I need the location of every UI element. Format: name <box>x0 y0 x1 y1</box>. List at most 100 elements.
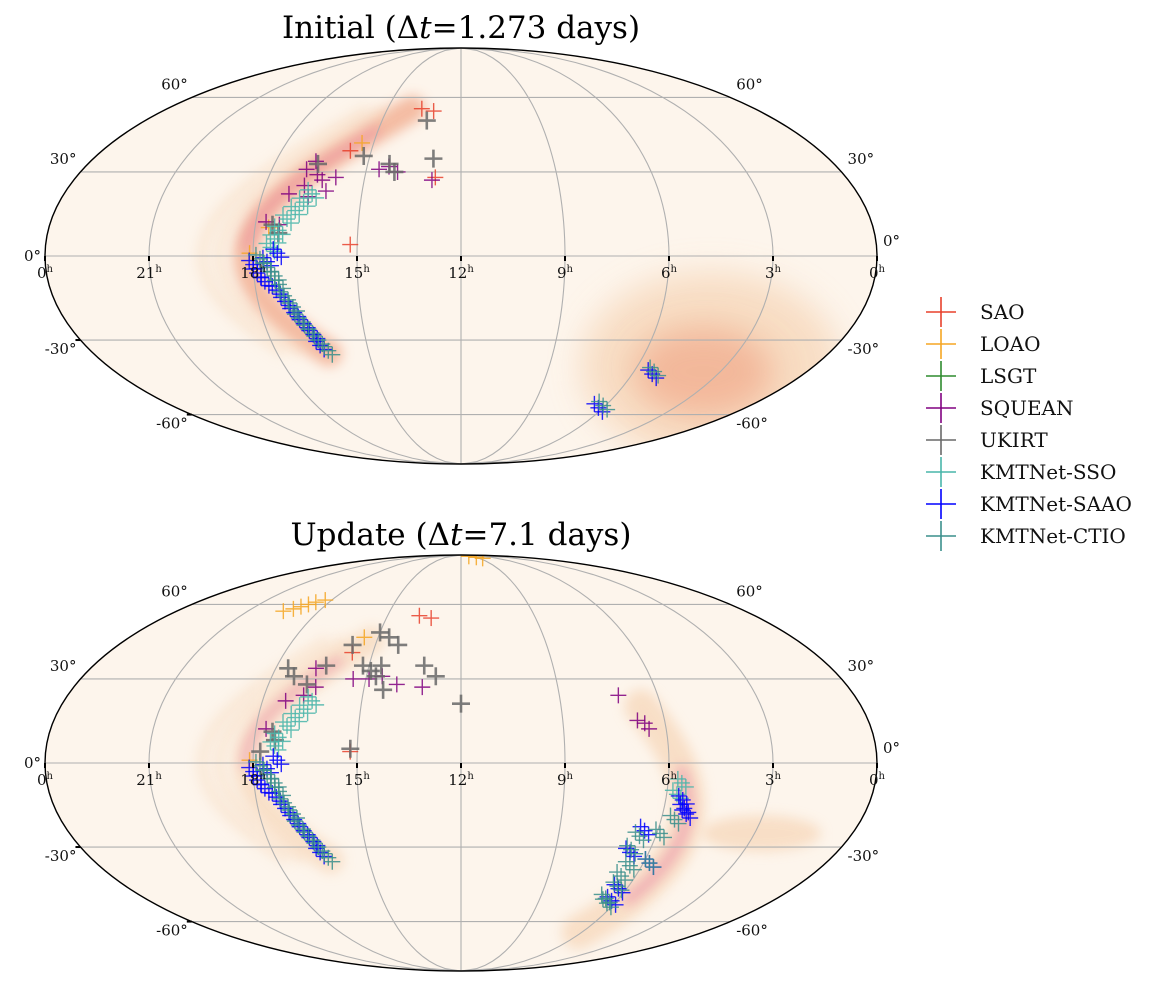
data-point <box>677 778 694 795</box>
data-point <box>682 809 699 826</box>
data-point <box>623 841 640 858</box>
data-point <box>269 752 286 769</box>
data-point <box>674 791 691 808</box>
cross-marker-svg <box>926 329 956 359</box>
data-point <box>317 656 336 675</box>
data-point <box>285 600 302 617</box>
data-point <box>641 720 658 737</box>
data-point <box>385 162 404 181</box>
dec-tick-label-right: 0° <box>883 232 900 250</box>
dec-tick-label-right: 0° <box>883 739 900 757</box>
data-point <box>314 172 331 189</box>
ra-tick-label: 6h <box>661 264 678 282</box>
data-point <box>251 742 270 761</box>
data-point <box>307 153 324 170</box>
data-point <box>275 714 292 731</box>
data-point <box>299 198 316 215</box>
cross-marker-svg <box>926 457 956 487</box>
probability-region <box>701 815 822 852</box>
data-point <box>425 103 442 120</box>
cross-marker-icon <box>918 296 962 328</box>
data-point <box>388 676 405 693</box>
data-point <box>354 146 373 165</box>
data-point <box>605 874 622 891</box>
data-point <box>317 592 334 609</box>
dec-tick-label-left: -60° <box>156 415 188 433</box>
legend: SAO LOAO LSGT SQUEAN UKIRT KMTNet-SSO KM… <box>918 296 1132 552</box>
dec-tick-label-right: 30° <box>848 150 875 168</box>
data-point <box>642 359 659 376</box>
data-point <box>324 346 341 363</box>
data-point <box>256 273 273 290</box>
probability-ring <box>214 635 349 865</box>
data-point <box>259 259 276 276</box>
data-point <box>306 835 323 852</box>
data-point <box>637 851 654 868</box>
data-point <box>252 776 269 793</box>
data-point <box>288 302 305 319</box>
data-point <box>266 272 283 289</box>
cross-marker-svg <box>926 425 956 455</box>
data-point <box>673 774 690 791</box>
data-point <box>343 635 362 654</box>
data-point <box>265 241 282 258</box>
ra-tick-label: 21h <box>136 771 162 789</box>
data-point <box>307 594 324 611</box>
data-point <box>650 367 667 384</box>
data-points <box>241 555 699 916</box>
data-point <box>283 705 300 722</box>
data-point <box>306 328 323 345</box>
data-point <box>287 709 304 726</box>
data-point <box>670 787 687 804</box>
ra-tick-label: 18h <box>240 264 266 282</box>
data-point <box>247 753 264 770</box>
data-point <box>270 783 287 800</box>
ra-tick-label: 18h <box>240 771 266 789</box>
data-point <box>345 670 362 687</box>
data-point <box>309 154 328 173</box>
data-point <box>304 185 321 202</box>
data-point <box>284 667 303 686</box>
data-point <box>308 696 325 713</box>
cross-marker-icon <box>918 488 962 520</box>
data-point <box>423 610 440 627</box>
data-point <box>617 872 634 889</box>
data-point <box>602 899 619 916</box>
ra-tick-label: 9h <box>557 771 574 789</box>
data-point <box>296 177 313 194</box>
data-point <box>275 603 292 620</box>
ra-tick-label: 0h <box>869 264 886 282</box>
data-point <box>284 298 301 315</box>
data-point <box>413 100 430 117</box>
data-point <box>627 824 644 841</box>
data-point <box>277 692 294 709</box>
data-point <box>272 283 289 300</box>
data-point <box>631 828 648 845</box>
data-point <box>316 845 333 862</box>
data-point <box>249 772 266 789</box>
probability-peak <box>242 656 343 770</box>
dec-tick-label-right: 60° <box>736 582 763 600</box>
data-point <box>307 679 324 696</box>
data-point <box>295 687 312 704</box>
data-point <box>460 555 477 565</box>
data-point <box>320 849 337 866</box>
data-point <box>617 853 634 870</box>
data-point <box>474 555 491 567</box>
data-point <box>280 185 297 202</box>
data-point <box>286 306 303 323</box>
ra-tick-label: 3h <box>765 264 782 282</box>
cross-marker-icon <box>918 392 962 424</box>
data-point <box>371 161 388 178</box>
data-point <box>411 607 428 624</box>
data-point <box>389 635 408 654</box>
data-point <box>298 161 315 178</box>
data-point <box>256 780 273 797</box>
data-point <box>613 868 630 885</box>
data-point <box>452 694 470 713</box>
data-point <box>272 790 289 807</box>
data-point <box>279 211 296 228</box>
tick-labels: 0h 21h 18h 15h 12h 9h 6h 3h 0h 60° 60° 30° 30° 0° 0° -3… <box>24 582 900 939</box>
legend-item-ukirt: UKIRT <box>918 424 1132 456</box>
ra-tick-label: 3h <box>765 771 782 789</box>
